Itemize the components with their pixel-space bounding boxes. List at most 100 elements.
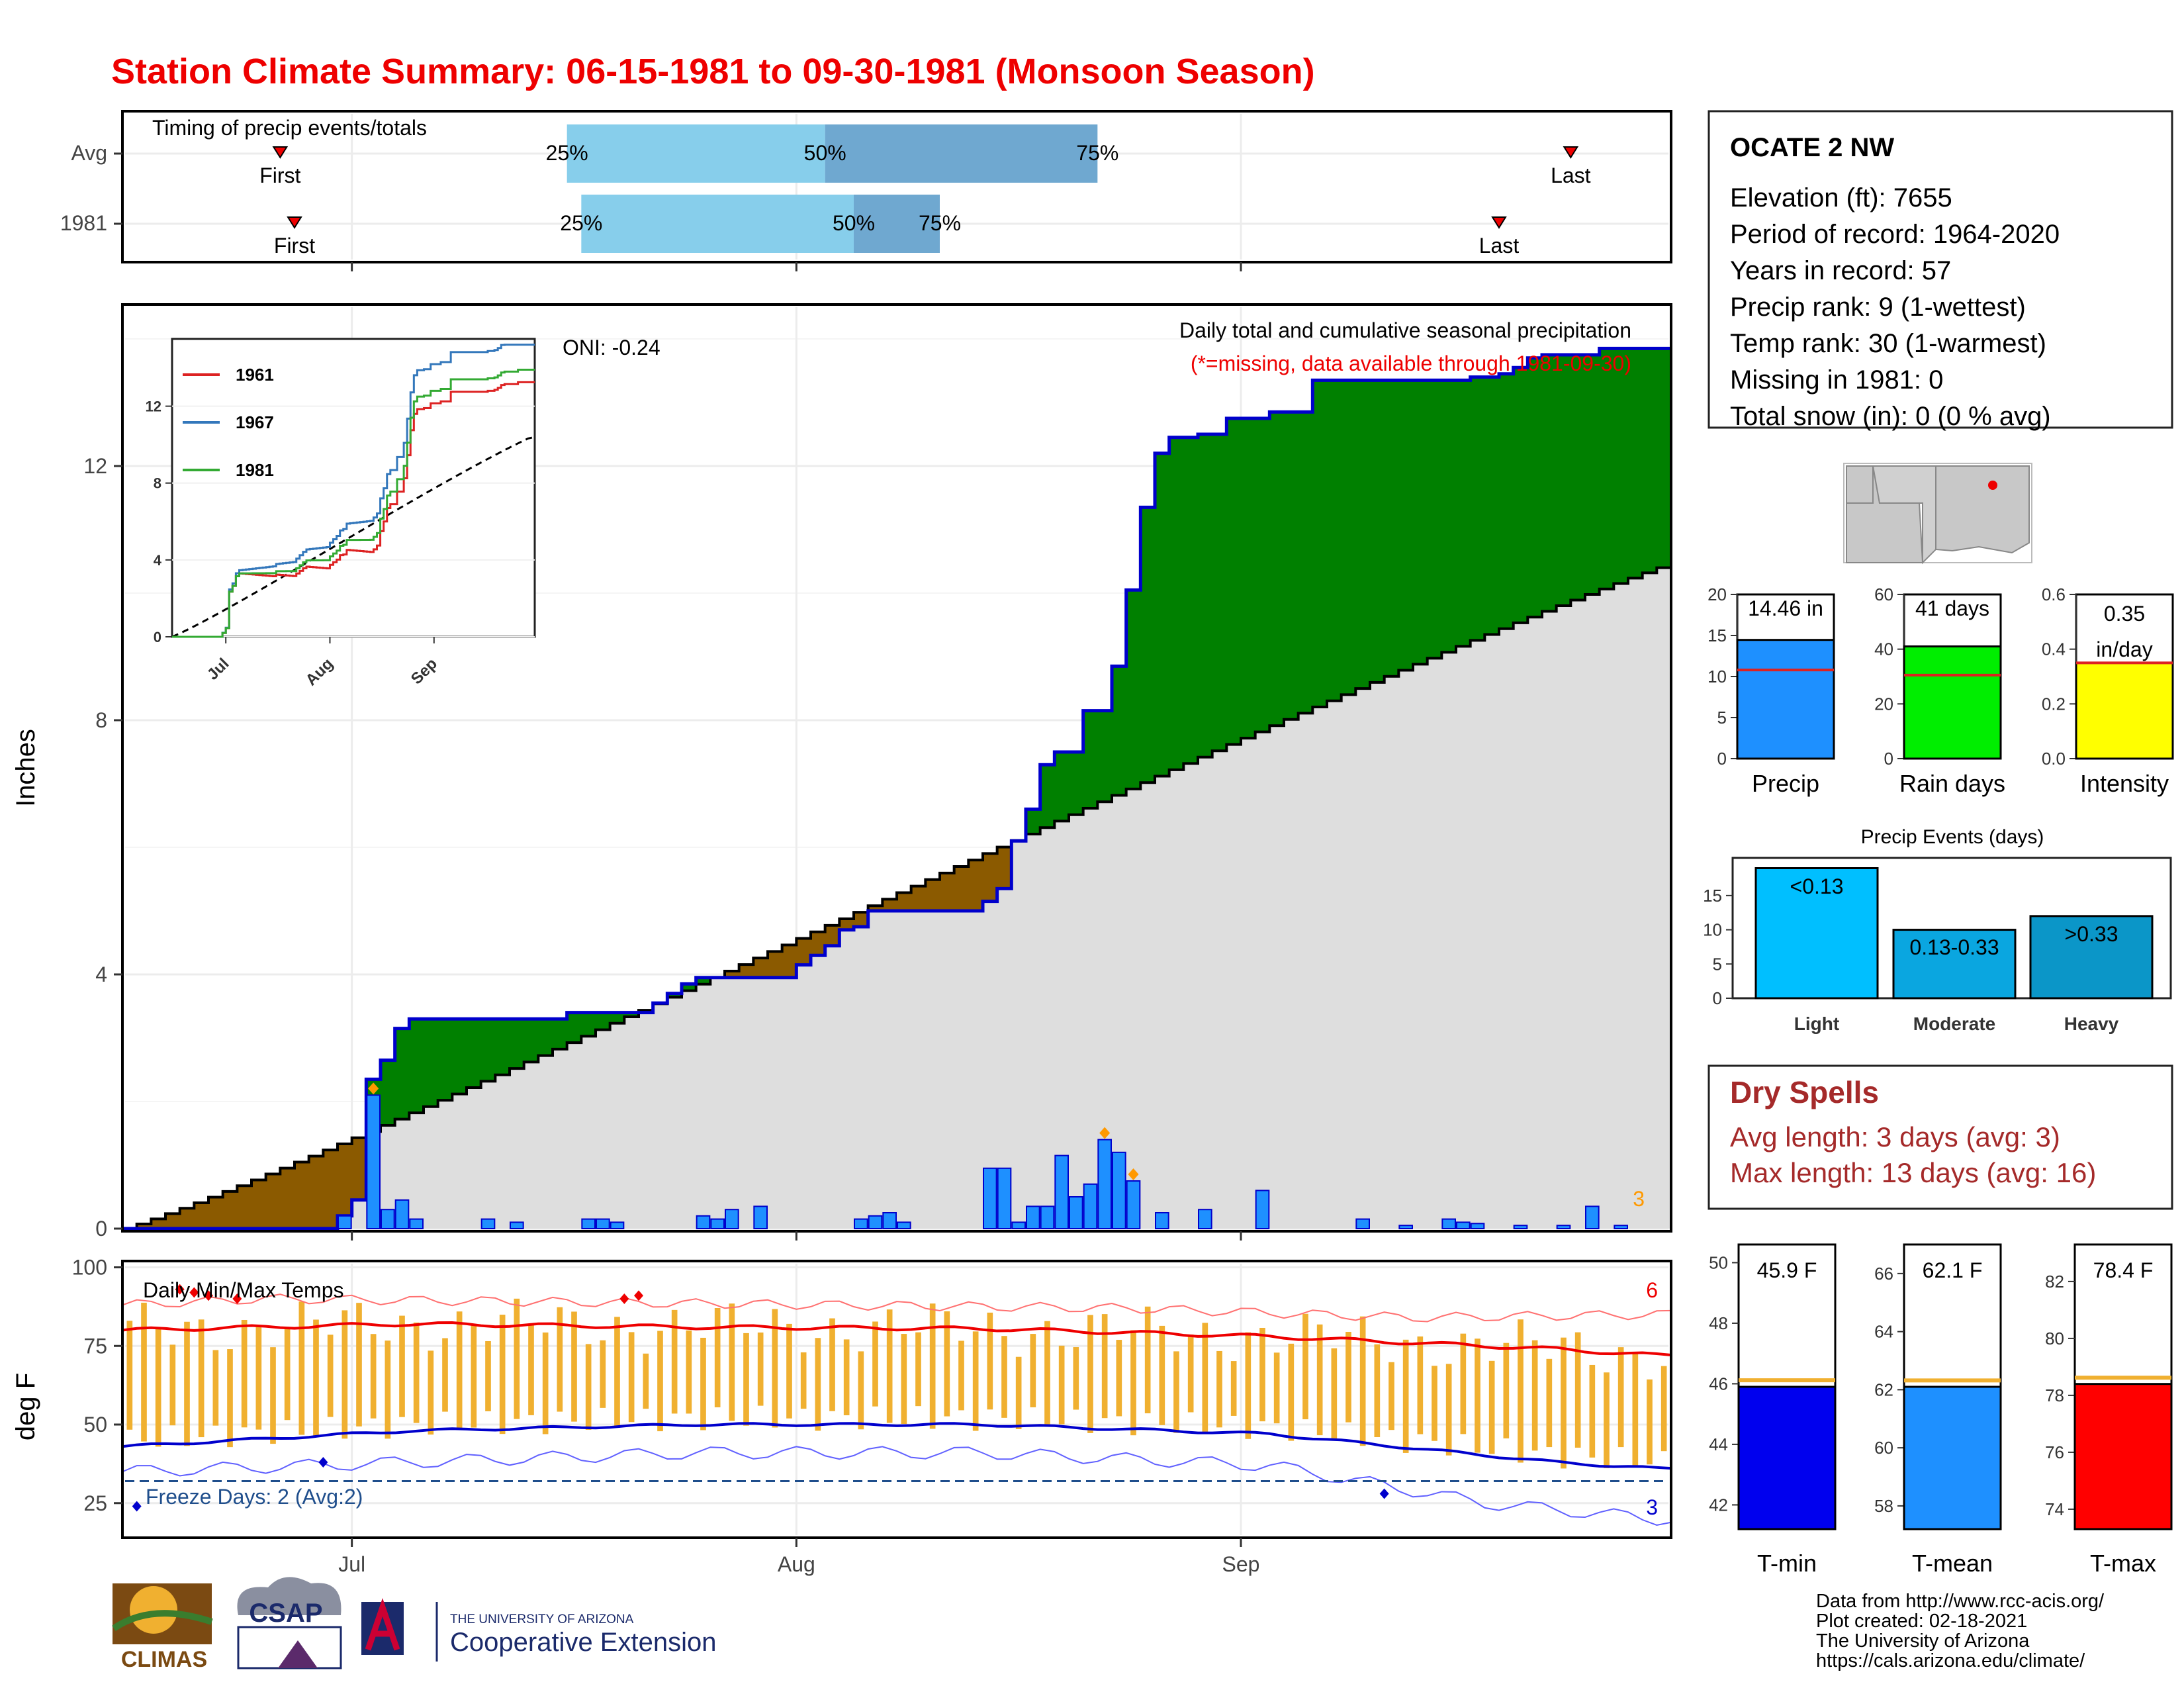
- daily-temp-bar: [327, 1335, 334, 1417]
- summary-y-tick: 0.0: [2042, 749, 2066, 769]
- daily-precip-bar: [338, 1215, 352, 1230]
- summary-y-tick: 74: [2045, 1499, 2064, 1519]
- daily-temp-bar: [227, 1349, 233, 1448]
- inset-frame: [171, 338, 536, 638]
- inset-y-tick: 4: [154, 552, 162, 569]
- daily-temp-bar: [528, 1324, 534, 1415]
- daily-precip-bar: [897, 1221, 911, 1230]
- daily-temp-bar: [1632, 1352, 1639, 1468]
- station-line: Years in record: 57: [1730, 256, 1951, 285]
- station-name: OCATE 2 NW: [1730, 133, 1894, 162]
- daily-temp-bar: [184, 1321, 190, 1446]
- precip-summary-bars: 0 5 10 15 20 0 20 40 60 0.0 0.2 0.4 0.6: [1707, 585, 2174, 769]
- timing-pct-label: 50%: [804, 141, 846, 165]
- daily-temp-bar: [485, 1340, 491, 1411]
- summary-y-tick: 76: [2045, 1442, 2064, 1462]
- daily-temp-bar: [1589, 1364, 1596, 1458]
- daily-temp-bar: [1488, 1360, 1495, 1454]
- daily-temp-bar: [1460, 1333, 1467, 1434]
- hot-record-marker: [175, 1284, 185, 1295]
- daily-temp-bar: [1574, 1332, 1581, 1448]
- timing-pct-label: 25%: [546, 141, 588, 165]
- daily-temp-bar: [1001, 1336, 1007, 1418]
- daily-temp-bar: [886, 1309, 893, 1423]
- summary-bar: [1903, 645, 2002, 760]
- daily-temp-bar: [557, 1307, 563, 1412]
- daily-temp-bar: [1288, 1343, 1295, 1441]
- daily-temp-bar: [298, 1301, 305, 1435]
- timing-pct-label: 25%: [560, 211, 602, 235]
- daily-temp-bar: [126, 1321, 133, 1430]
- temp-y-label: deg F: [11, 1373, 40, 1440]
- summary-y-tick: 20: [1874, 694, 1893, 714]
- avg-cumulative-line: [122, 566, 1671, 1230]
- hot-record-marker: [634, 1290, 643, 1301]
- tmax-summary-value: 78.4 F: [2093, 1258, 2154, 1282]
- daily-precip-bar: [696, 1215, 711, 1230]
- daily-precip-bar: [610, 1221, 625, 1230]
- daily-temp-bar: [155, 1328, 161, 1447]
- daily-temp-bar: [1647, 1379, 1653, 1465]
- tmin-summary-label: T-min: [1757, 1550, 1817, 1577]
- daily-temp-bar: [399, 1315, 405, 1417]
- daily-temp-bar: [1475, 1338, 1480, 1453]
- daily-temp-bar: [1445, 1364, 1452, 1456]
- daily-precip-bar: [510, 1221, 524, 1230]
- daily-temp-bar: [514, 1298, 520, 1419]
- daily-temp-bar: [1316, 1324, 1323, 1436]
- timing-bars: 25% 50% 75% First Last 25% 50% 75% First Last: [259, 124, 1591, 258]
- daily-precip-bar: [1155, 1212, 1169, 1229]
- summary-y-tick: 60: [1874, 585, 1893, 604]
- daily-temp-bar: [1030, 1334, 1036, 1407]
- daily-temp-bar: [1101, 1314, 1108, 1419]
- summary-y-tick: 80: [2045, 1329, 2064, 1348]
- events-bar: [1754, 867, 1879, 1000]
- hot-record-marker: [619, 1293, 629, 1304]
- daily-temp-bar: [915, 1332, 921, 1407]
- summary-bar: [2073, 1383, 2173, 1530]
- daily-precip-bar: [983, 1167, 997, 1230]
- legend-label: 1981: [236, 460, 274, 480]
- inset-y-tick: 0: [154, 629, 161, 645]
- daily-temp-bar: [987, 1312, 993, 1410]
- timing-bar-early: [567, 124, 825, 183]
- daily-precip-bar: [1097, 1139, 1113, 1229]
- hot-record-marker: [232, 1293, 242, 1304]
- daily-temp-bar: [772, 1309, 778, 1428]
- daily-precip-bar: [725, 1209, 739, 1229]
- observed-cumulative-line: [122, 346, 1671, 1231]
- ua-big-text: Cooperative Extension: [450, 1628, 716, 1657]
- daily-temp-bar: [585, 1344, 592, 1430]
- timing-bar-late: [825, 124, 1098, 183]
- record-marker: [368, 1082, 379, 1095]
- daily-temp-bar: [1230, 1361, 1237, 1416]
- daily-precip-bar: [1441, 1218, 1456, 1229]
- station-location-marker: [1988, 481, 1997, 490]
- daily-temp-bar: [1417, 1336, 1424, 1434]
- daily-temp-bar: [456, 1311, 463, 1430]
- daily-temp-bar: [1503, 1342, 1510, 1438]
- credit-line: Plot created: 02-18-2021: [1816, 1611, 2027, 1632]
- summary-bar: [2075, 661, 2174, 760]
- daily-precip-bar: [882, 1212, 897, 1229]
- timing-bar-late: [854, 195, 940, 253]
- rain-days-summary-value: 41 days: [1915, 596, 1989, 620]
- summary-y-tick: 44: [1709, 1434, 1728, 1454]
- daily-temp-bar: [1302, 1313, 1308, 1420]
- daily-temp-bar: [944, 1311, 950, 1417]
- daily-precip-bar: [997, 1167, 1012, 1230]
- daily-temp-bar: [1058, 1345, 1065, 1425]
- station-line: Total snow (in): 0 (0 % avg): [1730, 402, 2051, 431]
- daily-temp-bar: [270, 1347, 276, 1444]
- daily-precip-bar: [1083, 1183, 1098, 1230]
- timing-marker: [287, 216, 302, 229]
- daily-precip-bar: [1026, 1205, 1040, 1230]
- csap-logo: CSAP: [237, 1577, 342, 1669]
- timing-panel: 25% 50% 75% First Last 25% 50% 75% First Last Tim…: [60, 110, 1672, 271]
- precip-summary-label: Precip: [1752, 770, 1819, 797]
- cold-record-marker: [318, 1457, 328, 1468]
- station-line: Elevation (ft): 7655: [1730, 183, 1952, 212]
- tmean-summary-label: T-mean: [1912, 1550, 1993, 1577]
